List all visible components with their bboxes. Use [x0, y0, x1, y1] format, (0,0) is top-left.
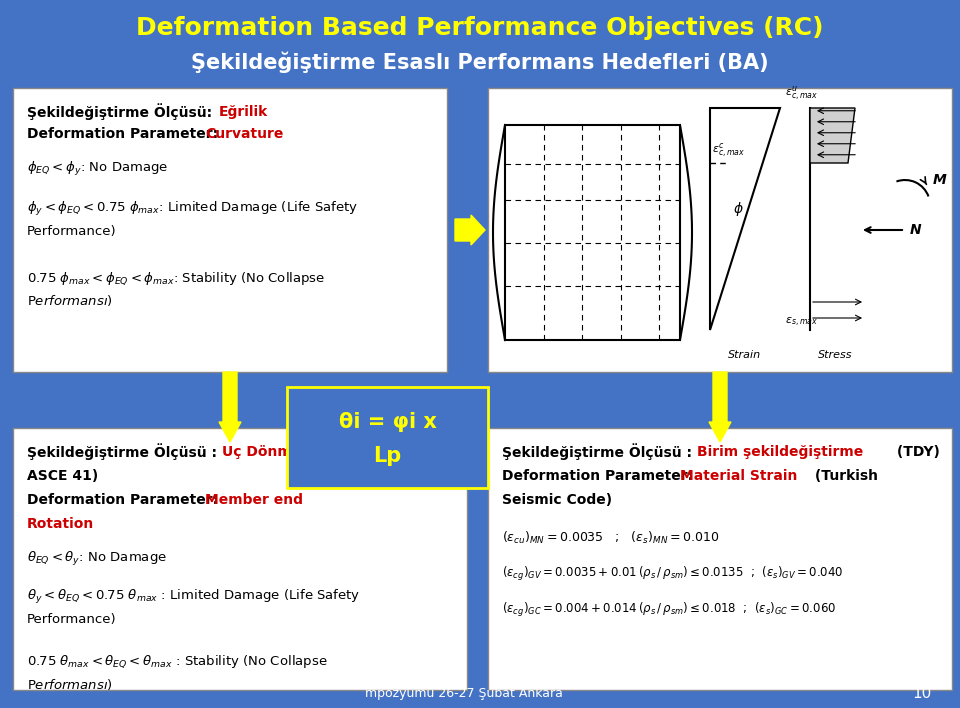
Text: N: N [910, 223, 922, 237]
Text: $\phi_y < \phi_{EQ} < 0.75\ \phi_{max}$: Limited Damage (Life Safety: $\phi_y < \phi_{EQ} < 0.75\ \phi_{max}$:… [27, 200, 358, 218]
Text: Birim şekildeğiştirme: Birim şekildeğiştirme [697, 445, 863, 459]
Text: $(\varepsilon_{cg})_{GV} = 0.0035 + 0.01\,(\rho_s\,/\,\rho_{sm}) \leq 0.0135$  ;: $(\varepsilon_{cg})_{GV} = 0.0035 + 0.01… [502, 565, 844, 583]
Text: Seismic Code): Seismic Code) [502, 493, 612, 507]
Text: Material Strain: Material Strain [680, 469, 798, 483]
Text: Performance): Performance) [27, 224, 116, 237]
Text: $\theta_y < \theta_{EQ} < 0.75\ \theta_{max}$ : Limited Damage (Life Safety: $\theta_y < \theta_{EQ} < 0.75\ \theta_{… [27, 588, 360, 606]
Text: $\phi_{EQ} < \phi_y$: No Damage: $\phi_{EQ} < \phi_y$: No Damage [27, 160, 168, 178]
Text: $\varepsilon^c_{c,max}$: $\varepsilon^c_{c,max}$ [712, 142, 745, 160]
Text: Şekildeğiştirme Esaslı Performans Hedefleri (BA): Şekildeğiştirme Esaslı Performans Hedefl… [191, 51, 769, 73]
Text: $\varepsilon_{s,max}$: $\varepsilon_{s,max}$ [785, 316, 818, 329]
Text: M: M [933, 173, 947, 187]
Text: mpozyumu 26-27 Şubat Ankara: mpozyumu 26-27 Şubat Ankara [365, 687, 563, 700]
Text: Şekildeğiştirme Ölçüsü :: Şekildeğiştirme Ölçüsü : [27, 444, 222, 460]
Text: θi = φi x: θi = φi x [339, 413, 437, 433]
Text: Lp: Lp [373, 445, 401, 465]
Text: (TDY): (TDY) [892, 445, 940, 459]
Text: 10: 10 [912, 685, 931, 700]
Polygon shape [810, 108, 855, 163]
Text: Şekildeğiştirme Ölçüsü:: Şekildeğiştirme Ölçüsü: [27, 103, 217, 120]
Text: Stress: Stress [818, 350, 852, 360]
Text: Eğrilik: Eğrilik [219, 105, 268, 119]
Text: ASCE 41): ASCE 41) [27, 469, 98, 483]
Text: $0.75\ \theta_{max} < \theta_{EQ} < \theta_{max}$ : Stability (No Collapse: $0.75\ \theta_{max} < \theta_{EQ} < \the… [27, 653, 327, 670]
FancyBboxPatch shape [488, 428, 952, 690]
Text: Performance): Performance) [27, 612, 116, 625]
FancyArrow shape [709, 372, 731, 442]
FancyArrow shape [455, 215, 485, 245]
Text: Deformation Parameter:: Deformation Parameter: [27, 493, 223, 507]
Text: Deformation Parameter:: Deformation Parameter: [27, 127, 223, 141]
Text: (EC8,: (EC8, [337, 445, 383, 459]
Text: $\varepsilon^u_{c,max}$: $\varepsilon^u_{c,max}$ [785, 85, 818, 103]
FancyArrow shape [219, 372, 241, 442]
Text: (Turkish: (Turkish [810, 469, 878, 483]
FancyBboxPatch shape [13, 88, 447, 372]
FancyBboxPatch shape [287, 387, 488, 488]
Text: Uç Dönmesi: Uç Dönmesi [222, 445, 314, 459]
Text: P$\it{erformans\i}$): P$\it{erformans\i}$) [27, 294, 113, 309]
Text: Member end: Member end [205, 493, 303, 507]
Text: $\phi$: $\phi$ [732, 200, 743, 218]
Text: $\theta_{EQ} < \theta_y$: No Damage: $\theta_{EQ} < \theta_y$: No Damage [27, 550, 167, 568]
Text: Deformation Parameter:: Deformation Parameter: [502, 469, 698, 483]
Text: Şekildeğiştirme Ölçüsü :: Şekildeğiştirme Ölçüsü : [502, 444, 697, 460]
Text: Deformation Based Performance Objectives (RC): Deformation Based Performance Objectives… [136, 16, 824, 40]
FancyBboxPatch shape [13, 428, 467, 690]
Text: Rotation: Rotation [27, 517, 94, 531]
Text: $(\varepsilon_{cg})_{GC} = 0.004 + 0.014\,(\rho_s\,/\,\rho_{sm}) \leq 0.018$  ; : $(\varepsilon_{cg})_{GC} = 0.004 + 0.014… [502, 601, 836, 619]
Text: Curvature: Curvature [205, 127, 283, 141]
Text: $0.75\ \phi_{max} < \phi_{EQ} < \phi_{max}$: Stability (No Collapse: $0.75\ \phi_{max} < \phi_{EQ} < \phi_{ma… [27, 270, 325, 287]
Text: Strain: Strain [729, 350, 761, 360]
Text: $(\varepsilon_{cu})_{MN} = 0.0035$   ;   $(\varepsilon_s)_{MN} = 0.010$: $(\varepsilon_{cu})_{MN} = 0.0035$ ; $(\… [502, 530, 719, 546]
FancyBboxPatch shape [488, 88, 952, 372]
Text: P$\it{erformans\i}$): P$\it{erformans\i}$) [27, 677, 113, 692]
